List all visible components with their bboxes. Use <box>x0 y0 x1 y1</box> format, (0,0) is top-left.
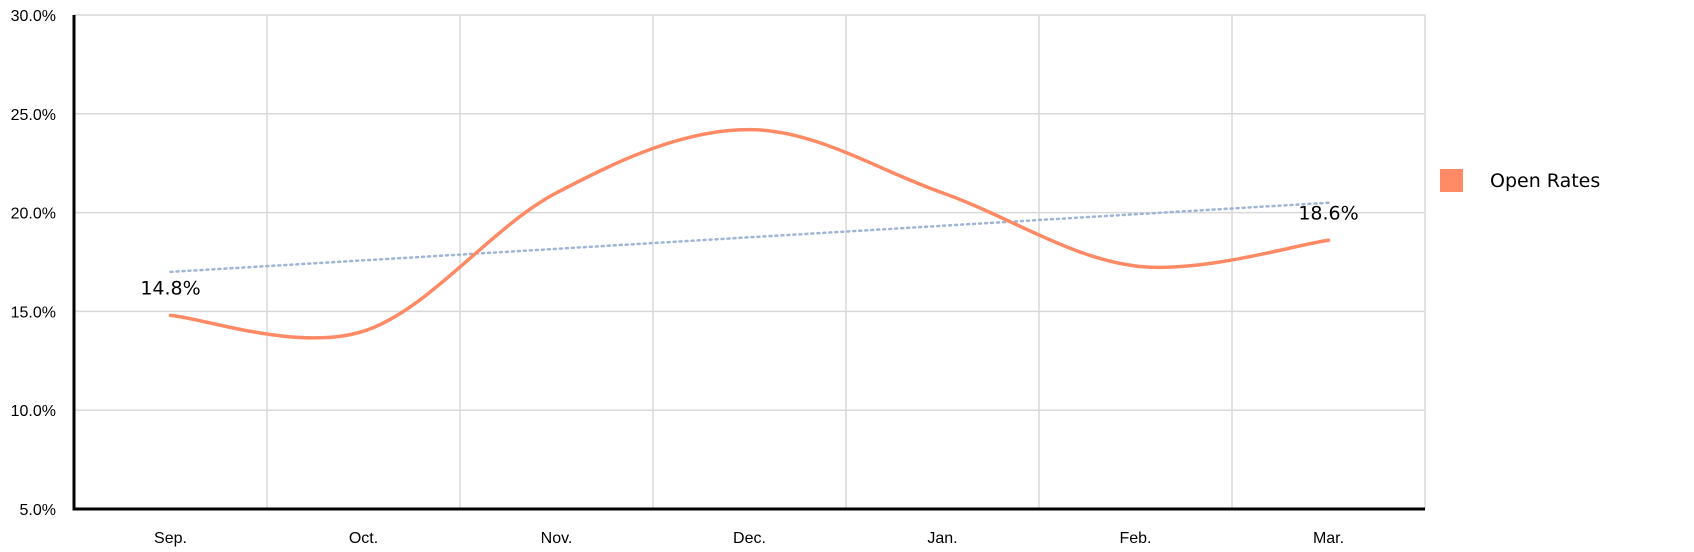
legend-label-open-rates: Open Rates <box>1490 170 1600 192</box>
axes <box>72 15 1425 511</box>
x-axis-tick-labels: Sep. Oct. Nov. Dec. Jan. Feb. Mar. <box>154 530 1344 547</box>
data-labels: 14.8% 18.6% <box>140 202 1358 299</box>
y-tick-label: 15.0% <box>11 304 56 321</box>
data-point-jan <box>941 191 945 195</box>
data-point-feb <box>1134 264 1138 268</box>
x-tick-label: Feb. <box>1119 530 1151 547</box>
series-layer <box>168 127 1331 340</box>
x-tick-label: Nov. <box>541 530 573 547</box>
grid <box>73 14 1426 510</box>
x-tick-label: Mar. <box>1313 530 1344 547</box>
y-tick-label: 20.0% <box>11 206 56 223</box>
data-point-dec <box>748 128 752 132</box>
x-tick-label: Oct. <box>349 530 378 547</box>
x-tick-label: Dec. <box>733 530 766 547</box>
data-point-oct <box>362 329 366 333</box>
legend-swatch-open-rates <box>1440 169 1463 192</box>
y-tick-label: 5.0% <box>20 502 56 519</box>
data-label: 18.6% <box>1298 202 1358 224</box>
y-axis-tick-labels: 5.0% 10.0% 15.0% 20.0% 25.0% 30.0% <box>11 8 56 519</box>
data-label: 14.8% <box>140 277 200 299</box>
x-tick-label: Jan. <box>927 530 957 547</box>
series-line-open-rates <box>168 127 1331 340</box>
y-tick-label: 10.0% <box>11 403 56 420</box>
data-point-sep <box>169 313 173 317</box>
x-tick-label: Sep. <box>154 530 187 547</box>
legend: Open Rates <box>1440 169 1600 192</box>
trendline-layer <box>169 201 1330 274</box>
y-tick-label: 25.0% <box>11 107 56 124</box>
y-tick-label: 30.0% <box>11 8 56 25</box>
data-point-nov <box>555 191 559 195</box>
trendline <box>169 201 1330 274</box>
data-point-mar <box>1327 238 1331 242</box>
